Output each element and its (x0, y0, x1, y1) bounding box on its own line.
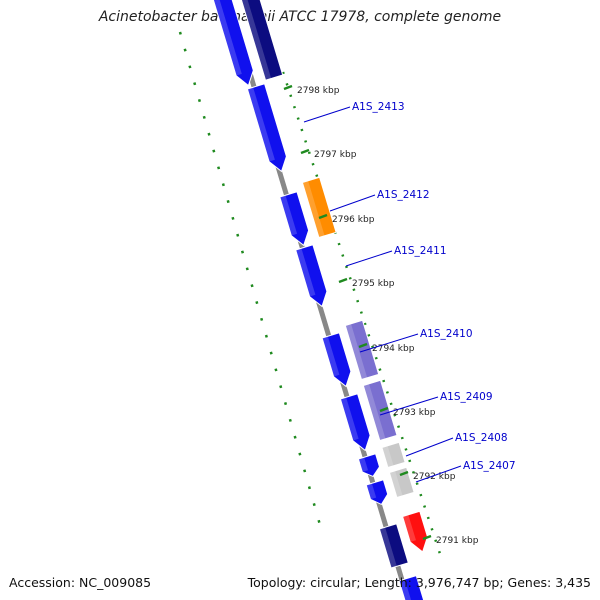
gene-labels: A1S_2413 A1S_2412 A1S_2411 A1S_2410 A1S_2409… (303, 101, 516, 483)
gene-label: A1S_2407 (463, 460, 516, 472)
gene-arrow-highlight (399, 579, 412, 600)
gene-arrow (212, 0, 254, 87)
gene-arrow-highlight (279, 195, 298, 236)
gene-label: A1S_2409 (440, 391, 493, 403)
scale-tick-mark (300, 148, 310, 155)
genome-title: Acinetobacter baumannii ATCC 17978, comp… (98, 9, 502, 25)
scale-tick-mark (399, 470, 409, 477)
scale-tick-label: 2794 kbp (372, 344, 415, 354)
gene-arrow (295, 244, 328, 308)
gene-arrow (388, 466, 415, 499)
genome-summary-text: Topology: circular; Length: 3,976,747 bp… (247, 575, 591, 590)
gene-arrow (344, 319, 380, 381)
gene-arrow-highlight (345, 323, 368, 380)
gene-arrow (301, 176, 337, 239)
gene-arrow-highlight (366, 483, 377, 500)
gene-arrow-highlight (389, 470, 403, 498)
gene-label-leader (303, 106, 351, 123)
gene-arrow-highlight (247, 87, 275, 162)
outer-tick-ring (178, 31, 324, 533)
scale-tick-mark (283, 84, 293, 91)
gene-arrow (381, 441, 406, 469)
gene-arrow (401, 510, 429, 553)
gene-arrow (246, 83, 287, 173)
scale-tick-mark (338, 277, 348, 284)
scale-tick-label: 2795 kbp (352, 279, 395, 289)
scale-tick-mark (318, 213, 328, 220)
scale-tick-mark (422, 534, 432, 541)
gene-arrow (357, 453, 381, 478)
inner-tick-ring (281, 71, 444, 561)
gene-arrow (339, 393, 371, 452)
gene-arrow-highlight (381, 445, 394, 468)
scale-tick-mark (358, 342, 368, 349)
gene-label-leader (359, 333, 419, 353)
gene-arrow (321, 332, 352, 388)
gene-arrow-highlight (241, 0, 272, 81)
scale-tick-label: 2796 kbp (332, 215, 375, 225)
gene-label-leader (415, 465, 462, 483)
gene-features (212, 0, 429, 600)
gene-arrow-highlight (213, 0, 242, 76)
gene-arrow-highlight (340, 397, 359, 441)
scale-tick-label: 2792 kbp (413, 472, 456, 482)
gene-label: A1S_2410 (420, 328, 473, 340)
scale-tick-label: 2797 kbp (314, 150, 357, 160)
scale-tick-mark (379, 406, 389, 413)
gene-label: A1S_2412 (377, 189, 430, 201)
gene-arrow-highlight (358, 457, 368, 472)
gene-label: A1S_2411 (394, 245, 447, 257)
gene-arrow (378, 523, 409, 569)
gene-label-leader (405, 437, 454, 457)
gene-label: A1S_2413 (352, 101, 405, 113)
gene-label-leader (379, 396, 439, 416)
gene-arrow-highlight (295, 248, 316, 297)
gene-label-leader (345, 250, 393, 267)
gene-arrow-highlight (379, 527, 397, 568)
gene-arrow (398, 575, 425, 600)
gene-label: A1S_2408 (455, 432, 508, 444)
gene-arrow (279, 191, 310, 247)
gene-arrow-highlight (402, 514, 416, 542)
scale-ticks: 2798 kbp 2797 kbp 2796 kbp 2795 kbp 2794 kbp… (283, 84, 479, 546)
gene-arrow-highlight (322, 336, 340, 377)
accession-text: Accession: NC_009085 (9, 575, 152, 590)
scale-tick-label: 2798 kbp (297, 86, 340, 96)
gene-arrow-highlight (363, 383, 386, 441)
gene-arrow (240, 0, 284, 81)
gene-label-leader (329, 194, 376, 212)
scale-tick-label: 2791 kbp (436, 536, 479, 546)
scale-tick-label: 2793 kbp (393, 408, 436, 418)
gene-arrow (365, 479, 389, 506)
gene-arrow-highlight (302, 180, 325, 238)
